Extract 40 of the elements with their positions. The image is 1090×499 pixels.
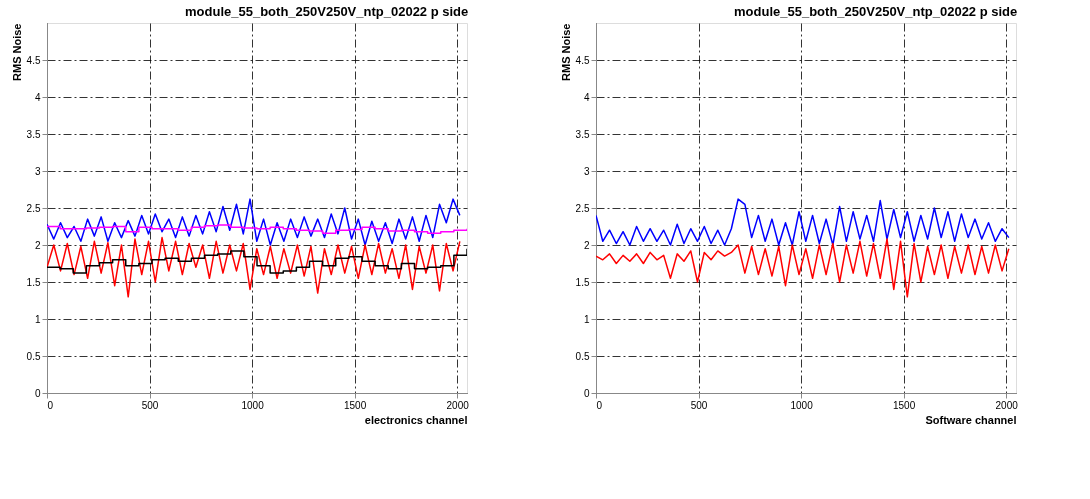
y-tick-label: 2 [34, 239, 41, 251]
x-tick-label: 0 [47, 399, 54, 411]
line-series [47, 236, 461, 298]
y-tick-label: 4 [34, 91, 41, 103]
y-tick-label: 2.5 [26, 202, 41, 214]
chart-title: module_55_both_250V250V_ntp_02022 p side [734, 4, 1018, 19]
x-axis-title: Software channel [925, 413, 1017, 426]
x-tick-label: 1000 [241, 399, 265, 411]
y-tick-label: 0.5 [575, 350, 590, 362]
line-series [47, 198, 461, 246]
y-tick-label: 0 [583, 387, 590, 399]
y-tick-label: 4 [583, 91, 590, 103]
y-tick-label: 1 [34, 313, 41, 325]
y-tick-label: 1.5 [575, 276, 590, 288]
x-tick-label: 500 [690, 399, 708, 411]
y-tick-label: 3 [583, 165, 590, 177]
chart-title: module_55_both_250V250V_ntp_02022 p side [185, 4, 469, 19]
x-tick-label: 1000 [790, 399, 814, 411]
x-axis-title: electronics channel [364, 413, 468, 426]
y-tick-label: 3.5 [26, 128, 41, 140]
x-tick-label: 500 [141, 399, 159, 411]
y-tick-label: 2.5 [575, 202, 590, 214]
y-tick-label: 3.5 [575, 128, 590, 140]
y-tick-label: 0.5 [26, 350, 41, 362]
x-tick-label: 2000 [446, 399, 470, 411]
y-tick-label: 1 [583, 313, 590, 325]
y-axis-title: RMS Noise [10, 23, 23, 81]
y-tick-label: 0 [34, 387, 41, 399]
y-tick-label: 4.5 [26, 54, 41, 66]
y-tick-label: 4.5 [575, 54, 590, 66]
y-tick-label: 3 [34, 165, 41, 177]
y-tick-label: 2 [583, 239, 590, 251]
y-axis-title: RMS Noise [559, 23, 572, 81]
x-tick-label: 2000 [995, 399, 1019, 411]
line-series [596, 198, 1010, 246]
x-tick-label: 0 [596, 399, 603, 411]
line-series [596, 238, 1010, 298]
x-tick-label: 1500 [343, 399, 367, 411]
x-tick-label: 1500 [892, 399, 916, 411]
y-tick-label: 1.5 [26, 276, 41, 288]
